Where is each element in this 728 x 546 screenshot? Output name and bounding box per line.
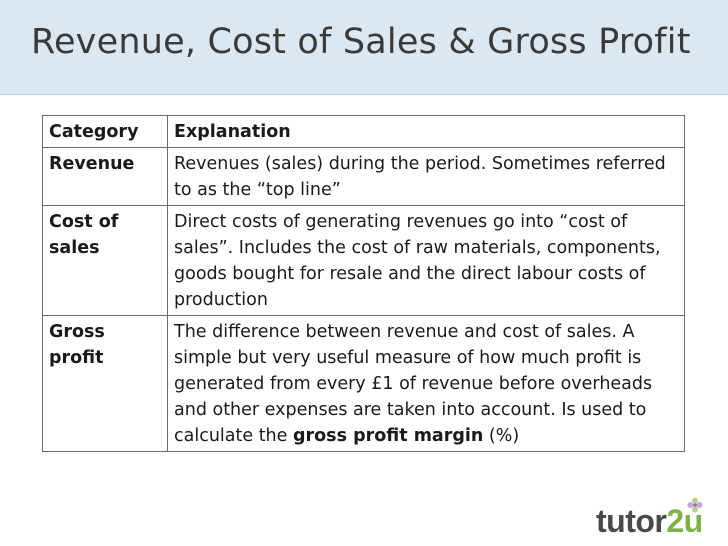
explanation-suffix: (%) xyxy=(483,426,520,446)
row-explanation: Revenues (sales) during the period. Some… xyxy=(167,147,685,206)
logo-text-main: tutor xyxy=(596,503,667,539)
table-row: Gross profit The difference between reve… xyxy=(42,315,685,452)
flower-icon xyxy=(687,497,703,513)
row-category: Revenue xyxy=(42,147,168,206)
header-category: Category xyxy=(42,115,168,148)
table-row: Revenue Revenues (sales) during the peri… xyxy=(42,147,685,206)
explanation-text: The difference between revenue and cost … xyxy=(174,322,653,446)
gross-profit-margin-term: gross profit margin xyxy=(292,426,484,446)
row-category: Cost of sales xyxy=(42,205,168,316)
header-explanation: Explanation xyxy=(167,115,685,148)
table-header-row: Category Explanation xyxy=(42,115,685,148)
slide-title: Revenue, Cost of Sales & Gross Profit xyxy=(31,22,691,62)
row-category: Gross profit xyxy=(42,315,168,452)
table-row: Cost of sales Direct costs of generating… xyxy=(42,205,685,316)
title-band: Revenue, Cost of Sales & Gross Profit xyxy=(0,0,728,95)
row-explanation: Direct costs of generating revenues go i… xyxy=(167,205,685,316)
row-explanation: The difference between revenue and cost … xyxy=(167,315,685,452)
definitions-table: Category Explanation Revenue Revenues (s… xyxy=(42,115,685,452)
